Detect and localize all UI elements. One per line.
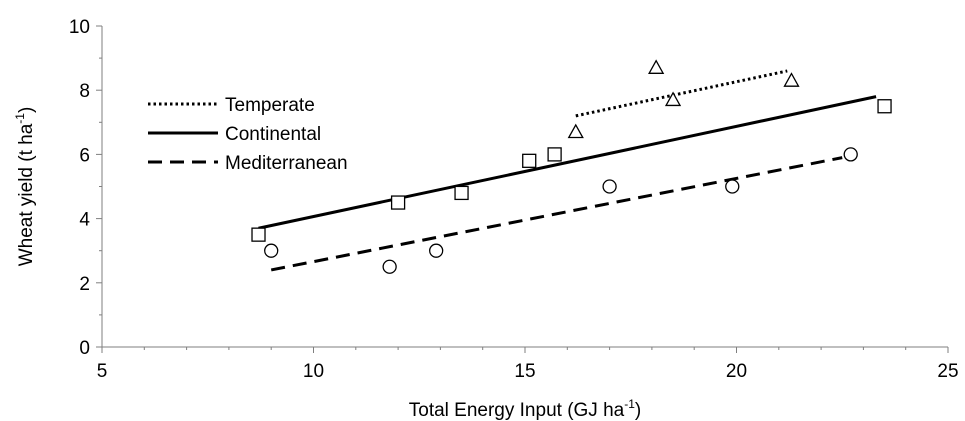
marker-continental	[390, 195, 406, 210]
legend-label-continental: Continental	[225, 124, 321, 145]
marker-temperate	[783, 72, 800, 87]
x-axis-title: Total Energy Input (GJ ha-1)	[409, 397, 641, 421]
x-tick-label: 20	[726, 361, 747, 382]
marker-temperate	[648, 59, 665, 74]
x-tick-label: 25	[937, 361, 958, 382]
plot-area: 0 2 4 6 8 10 5 10 15 20 25	[69, 17, 959, 382]
legend-item-continental: Continental	[148, 124, 321, 145]
y-tick-label: 8	[79, 81, 90, 102]
trendlines	[258, 69, 877, 272]
marker-temperate	[567, 123, 584, 139]
y-tick-label: 6	[79, 145, 90, 166]
marker-continental	[251, 227, 266, 242]
y-tick-label: 4	[79, 210, 90, 231]
x-tick-label: 5	[97, 361, 108, 382]
legend-item-temperate: Temperate	[148, 95, 315, 116]
trendline-continental	[258, 95, 877, 230]
marker-mediterranean	[264, 243, 279, 258]
marker-temperate	[664, 91, 682, 107]
tick-labels: 0 2 4 6 8 10 5 10 15 20 25	[69, 17, 959, 382]
y-tick-label: 10	[69, 17, 90, 38]
marker-continental	[547, 147, 562, 162]
x-tick-label: 15	[514, 361, 535, 382]
marker-mediterranean	[429, 243, 444, 258]
x-tick-label: 10	[303, 361, 324, 382]
axis-ticks	[96, 25, 949, 353]
legend-label-mediterranean: Mediterranean	[225, 153, 348, 174]
marker-continental	[522, 153, 537, 168]
y-tick-label: 0	[79, 338, 90, 359]
y-tick-label: 2	[79, 274, 90, 295]
marker-mediterranean	[843, 147, 858, 162]
marker-continental	[454, 185, 469, 201]
legend-item-mediterranean: Mediterranean	[148, 153, 348, 174]
marker-mediterranean	[382, 259, 397, 274]
trendline-temperate	[575, 69, 788, 118]
y-axis-title: Wheat yield (t ha-1)	[13, 107, 37, 267]
trendline-mediterranean	[270, 156, 843, 272]
legend-label-temperate: Temperate	[225, 95, 315, 116]
marker-mediterranean	[725, 179, 740, 194]
data-markers	[251, 59, 892, 274]
marker-continental	[877, 99, 892, 114]
legend: Temperate Continental Mediterranean	[148, 95, 348, 174]
marker-mediterranean	[602, 179, 617, 194]
